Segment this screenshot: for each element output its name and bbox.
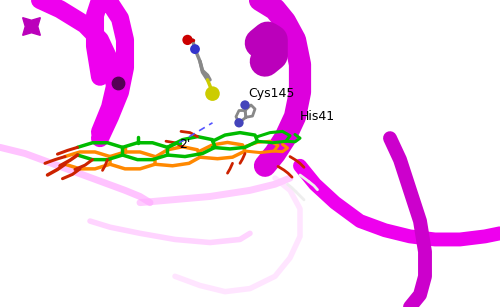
Point bbox=[184, 37, 192, 42]
Text: 2': 2' bbox=[179, 138, 190, 151]
Point bbox=[208, 91, 216, 96]
Point bbox=[235, 120, 243, 125]
Text: Cys145: Cys145 bbox=[248, 87, 295, 100]
Point bbox=[241, 103, 249, 107]
Text: His41: His41 bbox=[300, 110, 335, 123]
Point bbox=[114, 80, 122, 85]
Point bbox=[191, 47, 199, 52]
